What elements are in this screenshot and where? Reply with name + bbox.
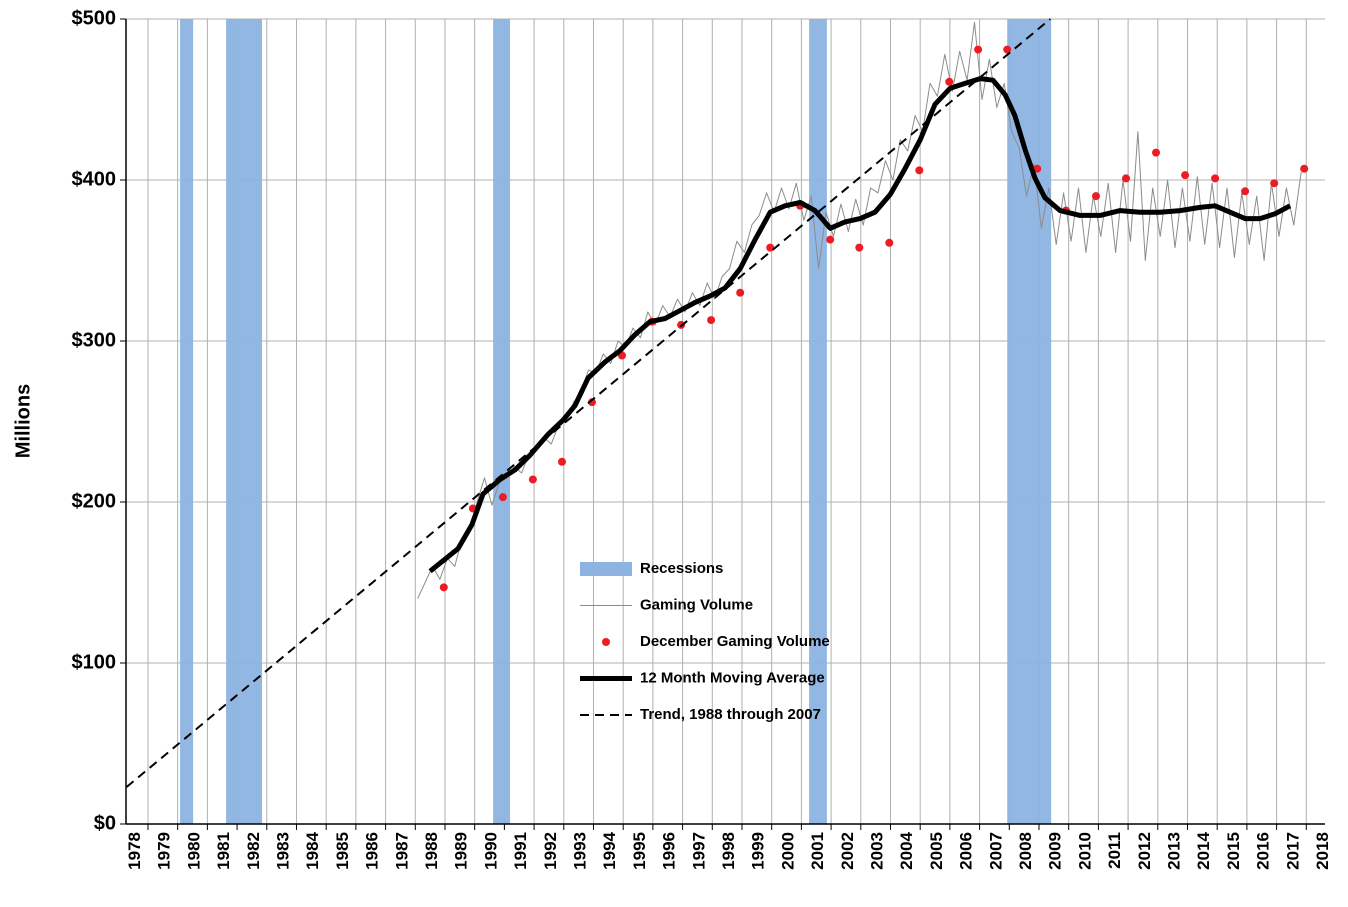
x-tick-label: 2002 (838, 832, 857, 870)
december-dot (558, 457, 566, 466)
x-tick-label: 1981 (214, 832, 233, 870)
x-tick-label: 1991 (511, 832, 530, 870)
recession-band (1007, 19, 1052, 824)
x-tick-label: 2005 (927, 832, 946, 870)
y-tick-label: $300 (72, 329, 117, 351)
y-tick-label: $400 (72, 168, 117, 190)
y-tick-label: $100 (72, 651, 117, 673)
december-dot (1122, 174, 1131, 183)
december-dot (439, 583, 448, 592)
x-tick-label: 2001 (808, 832, 827, 870)
plot-area (125, 18, 1309, 824)
x-tick-label: 1990 (481, 832, 500, 870)
x-tick-label: 2016 (1254, 832, 1273, 870)
x-tick-label: 1978 (125, 832, 144, 870)
grid (126, 18, 1325, 824)
x-tick-label: 1984 (303, 831, 322, 869)
x-tick-label: 2009 (1046, 832, 1065, 870)
x-tick-label: 1994 (600, 831, 619, 869)
december-dot (1181, 171, 1190, 180)
series-line (417, 21, 1302, 599)
x-tick-label: 1999 (749, 832, 768, 870)
x-tick-label: 2013 (1164, 832, 1183, 870)
x-tick-label: 2010 (1075, 832, 1094, 870)
x-tick-label: 1986 (363, 832, 382, 870)
x-tick-label: 2014 (1194, 831, 1213, 869)
december-dot (945, 77, 954, 86)
y-axis-title: Millions (12, 384, 34, 458)
legend-swatch (602, 638, 610, 646)
x-tick-label: 2011 (1105, 832, 1124, 869)
december-dot (1241, 187, 1250, 196)
december-dot (707, 316, 716, 325)
series-line (428, 76, 1292, 574)
y-tick-label: $500 (72, 7, 117, 29)
x-tick-label: 1983 (273, 832, 292, 870)
december-dot (1270, 179, 1279, 188)
x-tick-label: 1985 (333, 832, 352, 870)
x-tick-label: 1998 (719, 832, 738, 870)
y-tick-label: $0 (94, 812, 116, 834)
x-tick-label: 1997 (689, 832, 708, 870)
x-tick-label: 2012 (1135, 832, 1154, 870)
x-tick-label: 1993 (570, 832, 589, 870)
x-tick-label: 2006 (957, 832, 976, 870)
x-tick-label: 2018 (1313, 832, 1332, 870)
legend-swatch (580, 562, 632, 576)
december-dot (915, 166, 924, 175)
x-tick-label: 2003 (867, 832, 886, 870)
december-dot (1300, 164, 1309, 173)
x-tick-label: 1987 (392, 832, 411, 870)
december-dot (1033, 164, 1042, 173)
x-tick-label: 1982 (244, 832, 263, 870)
x-tick-label: 2004 (897, 831, 916, 869)
y-tick-label: $200 (72, 490, 117, 512)
series-line (125, 18, 1051, 788)
recession-band (809, 19, 827, 824)
december-dot (528, 475, 537, 484)
recession-band (226, 19, 263, 824)
december-dot (766, 243, 775, 252)
x-tick-label: 1988 (422, 832, 441, 870)
december-dot (1152, 148, 1161, 157)
legend: Recessions Gaming Volume December Gaming V… (580, 560, 830, 723)
recession-band (180, 19, 194, 824)
x-tick-label: 1992 (541, 832, 560, 870)
december-dot (736, 288, 745, 297)
x-tick-label: 2015 (1224, 832, 1243, 870)
december-dot (974, 45, 983, 54)
x-tick-label: 1996 (660, 832, 679, 870)
x-tick-label: 1989 (452, 832, 471, 870)
legend-label: Recessions (640, 560, 723, 577)
legend-label: Trend, 1988 through 2007 (640, 706, 821, 723)
x-tick-label: 1979 (155, 832, 174, 870)
x-tick-label: 1980 (184, 832, 203, 870)
x-tick-label: 2008 (1016, 832, 1035, 870)
x-tick-label: 2007 (986, 832, 1005, 870)
legend-label: 12 Month Moving Average (640, 669, 825, 686)
december-dot (826, 235, 835, 244)
december-dot (1003, 45, 1012, 54)
december-dot (1211, 174, 1220, 183)
december-dot (587, 398, 596, 407)
x-tick-label: 1995 (630, 832, 649, 870)
december-dot (498, 493, 507, 502)
december-dot (855, 243, 864, 252)
x-tick-label: 2017 (1283, 832, 1302, 870)
legend-label: Gaming Volume (640, 596, 753, 613)
december-dot (1092, 192, 1101, 201)
x-tick-label: 2000 (778, 832, 797, 870)
legend-label: December Gaming Volume (640, 633, 830, 650)
december-dot (885, 238, 894, 247)
recession-band (493, 19, 511, 824)
